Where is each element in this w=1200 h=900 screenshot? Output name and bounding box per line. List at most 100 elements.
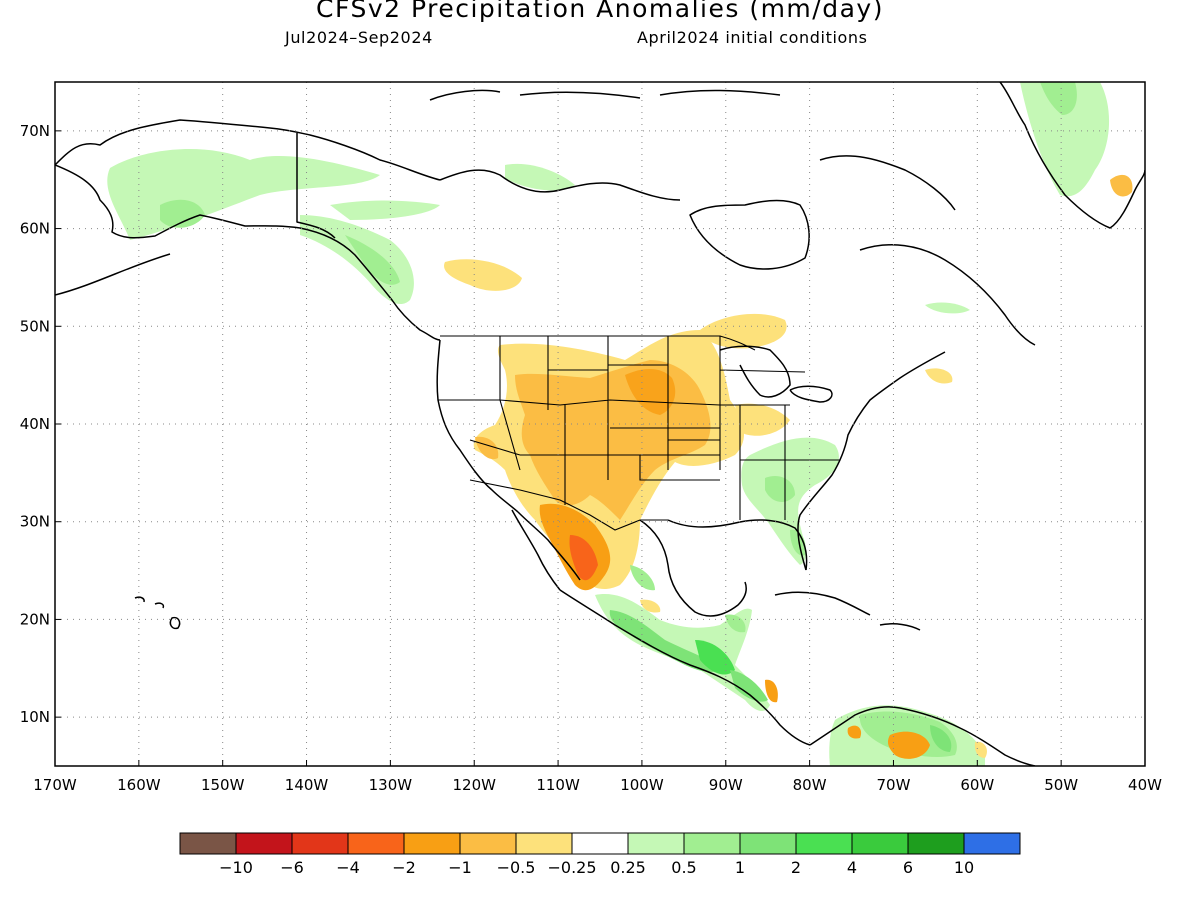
- anomaly-se-us-wet: [741, 437, 839, 565]
- colorbar-label: 2: [791, 858, 801, 877]
- latitude-labels: 10N 20N 30N 40N 50N 60N 70N: [20, 122, 50, 726]
- coast-alaska: [55, 119, 441, 341]
- lon-label: 80W: [793, 776, 827, 794]
- colorbar-label: 6: [903, 858, 913, 877]
- lat-label: 20N: [20, 610, 50, 628]
- coast-hawaii: [134, 596, 181, 630]
- anomaly-nicaragua-dry: [765, 679, 778, 703]
- lon-label: 70W: [877, 776, 911, 794]
- anomaly-bc-coast-wet2: [345, 235, 400, 285]
- coast-labrador: [819, 155, 1036, 346]
- colorbar-swatch: [907, 832, 965, 855]
- anomaly-honduras-wet: [730, 670, 768, 702]
- lat-label: 70N: [20, 122, 50, 140]
- colorbar-swatch: [683, 832, 741, 855]
- lon-label: 120W: [452, 776, 496, 794]
- colorbar-label: −4: [336, 858, 360, 877]
- anomaly-sa-wet3: [930, 725, 952, 752]
- anomaly-georgia-wet: [765, 475, 795, 502]
- border-us-mexico: [469, 479, 668, 531]
- colorbar-swatch: [235, 832, 293, 855]
- graticule: [55, 82, 1145, 766]
- anomaly-greenland-wet2: [1040, 82, 1077, 115]
- anomaly-labrador-wet: [925, 302, 970, 314]
- colorbar-label: 4: [847, 858, 857, 877]
- anomaly-ontario-dry: [700, 313, 787, 349]
- colorbar-label: 1: [735, 858, 745, 877]
- coast-baja: [511, 509, 581, 591]
- coastlines: [55, 82, 1145, 766]
- anomaly-prairie-dry: [444, 259, 522, 291]
- anomaly-greenland-wet: [1020, 82, 1110, 197]
- anomaly-nwt-wet: [505, 163, 575, 191]
- colorbar-swatch: [291, 832, 349, 855]
- lon-label: 130W: [369, 776, 413, 794]
- political-borders: [438, 335, 840, 531]
- anomaly-nevada-dry: [475, 436, 499, 460]
- border-alaska: [296, 133, 336, 239]
- colorbar-label: −10: [219, 858, 253, 877]
- coast-us-east: [797, 351, 946, 571]
- coast-great-lakes: [719, 345, 833, 403]
- colorbar-swatch: [851, 832, 909, 855]
- anomaly-maine-dry: [925, 368, 953, 384]
- anomaly-shading: [107, 82, 1133, 766]
- lat-label: 50N: [20, 317, 50, 335]
- colorbar: [179, 832, 1021, 855]
- coast-aleutians: [55, 253, 171, 296]
- colorbar-swatch: [795, 832, 853, 855]
- anomaly-plains-dry: [625, 369, 676, 415]
- axis-ticks: [54, 130, 1146, 766]
- lon-label: 170W: [33, 776, 77, 794]
- lon-label: 100W: [620, 776, 664, 794]
- colorbar-label: 0.5: [671, 858, 696, 877]
- coast-hudson-bay: [689, 199, 810, 270]
- lon-label: 50W: [1044, 776, 1078, 794]
- lat-label: 60N: [20, 220, 50, 238]
- anomaly-guyana-dry: [974, 741, 987, 758]
- anomaly-bc-coast-wet: [300, 215, 414, 305]
- colorbar-label: −2: [392, 858, 416, 877]
- colorbar-label: −1: [448, 858, 472, 877]
- initial-conditions-label: April2024 initial conditions: [637, 28, 868, 47]
- colorbar-swatch: [459, 832, 517, 855]
- lon-label: 40W: [1128, 776, 1162, 794]
- colorbar-swatch: [347, 832, 405, 855]
- coast-us-west: [436, 339, 519, 513]
- anomaly-florida-wet: [790, 529, 806, 556]
- colorbar-label: 10: [954, 858, 974, 877]
- lon-label: 140W: [285, 776, 329, 794]
- coast-gulf: [639, 519, 808, 617]
- colorbar-label: −0.25: [547, 858, 596, 877]
- anomaly-greenland-dry: [1110, 174, 1133, 197]
- colorbar-label: −0.5: [497, 858, 536, 877]
- lon-label: 60W: [960, 776, 994, 794]
- coast-canada-arctic: [429, 89, 781, 201]
- coast-mexico-west: [559, 589, 811, 746]
- coast-greenland: [999, 82, 1145, 229]
- colorbar-label: −6: [280, 858, 304, 877]
- colorbar-swatch: [403, 832, 461, 855]
- chart-title: CFSv2 Precipitation Anomalies (mm/day): [316, 0, 884, 23]
- anomaly-gulf-dry: [640, 599, 661, 613]
- lat-label: 40N: [20, 415, 50, 433]
- lon-label: 150W: [201, 776, 245, 794]
- lon-label: 160W: [117, 776, 161, 794]
- anomaly-mexico-south-wet2: [609, 610, 725, 672]
- anomaly-venezuela-dry: [887, 731, 930, 759]
- longitude-labels: 170W 160W 150W 140W 130W 120W 110W 100W 90W 80W 70…: [33, 776, 1162, 794]
- lon-label: 110W: [536, 776, 580, 794]
- anomaly-colombia-dry: [847, 725, 862, 739]
- anomaly-yucatan-wet: [725, 614, 746, 633]
- anomaly-guatemala-wet: [695, 640, 735, 675]
- colorbar-swatch: [179, 832, 237, 855]
- lat-label: 10N: [20, 708, 50, 726]
- colorbar-swatch: [627, 832, 685, 855]
- colorbar-swatch: [739, 832, 797, 855]
- anomaly-ohio-dry: [735, 403, 790, 436]
- colorbar-swatch: [963, 832, 1021, 855]
- colorbar-labels: −10 −6 −4 −2 −1 −0.5 −0.25 0.25 0.5 1 2 4 6 10: [219, 858, 974, 877]
- anomaly-alaska-wet2: [160, 199, 205, 228]
- anomaly-yukon-wet: [330, 200, 440, 220]
- colorbar-swatch: [515, 832, 573, 855]
